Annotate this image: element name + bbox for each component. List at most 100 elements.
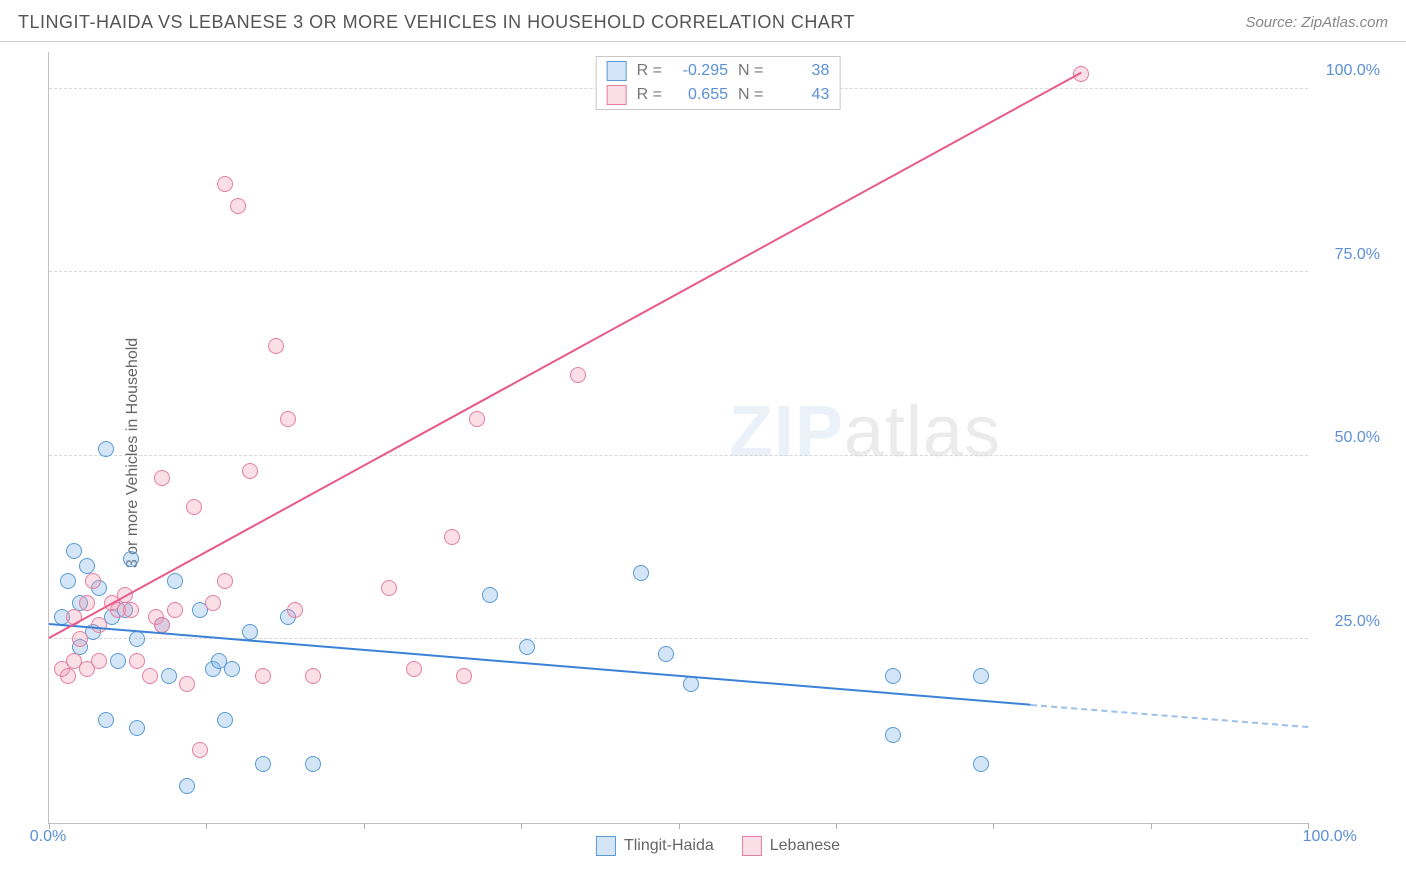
x-tick xyxy=(364,823,365,829)
scatter-point xyxy=(186,499,202,515)
watermark-suffix: atlas xyxy=(844,392,1001,472)
scatter-point xyxy=(98,712,114,728)
scatter-point xyxy=(154,617,170,633)
scatter-point xyxy=(973,668,989,684)
scatter-point xyxy=(217,176,233,192)
chart-header: TLINGIT-HAIDA VS LEBANESE 3 OR MORE VEHI… xyxy=(0,0,1406,42)
x-tick xyxy=(993,823,994,829)
scatter-point xyxy=(469,411,485,427)
scatter-point xyxy=(91,653,107,669)
scatter-point xyxy=(167,573,183,589)
watermark: ZIPatlas xyxy=(729,391,1001,473)
scatter-point xyxy=(129,720,145,736)
scatter-point xyxy=(154,470,170,486)
scatter-point xyxy=(280,411,296,427)
stat-r-series-1: 0.655 xyxy=(672,86,728,104)
y-tick-label: 100.0% xyxy=(1326,62,1380,80)
scatter-point xyxy=(305,756,321,772)
stat-r-series-0: -0.295 xyxy=(672,62,728,80)
scatter-point xyxy=(79,595,95,611)
stat-label-n: N = xyxy=(738,62,763,80)
legend: Tlingit-Haida Lebanese xyxy=(596,836,840,856)
scatter-point xyxy=(230,198,246,214)
scatter-point xyxy=(242,463,258,479)
x-axis-end-label: 100.0% xyxy=(1303,828,1357,846)
swatch-series-1 xyxy=(607,85,627,105)
trend-line xyxy=(49,623,1031,706)
stat-n-series-1: 43 xyxy=(773,86,829,104)
scatter-point xyxy=(161,668,177,684)
scatter-point xyxy=(658,646,674,662)
correlation-stats-box: R = -0.295 N = 38 R = 0.655 N = 43 xyxy=(596,56,841,110)
scatter-point xyxy=(268,338,284,354)
scatter-point xyxy=(66,543,82,559)
stat-label-r: R = xyxy=(637,86,662,104)
scatter-point xyxy=(456,668,472,684)
scatter-point xyxy=(444,529,460,545)
chart-title: TLINGIT-HAIDA VS LEBANESE 3 OR MORE VEHI… xyxy=(18,12,855,33)
stat-label-n: N = xyxy=(738,86,763,104)
scatter-point xyxy=(60,668,76,684)
y-tick-label: 50.0% xyxy=(1335,429,1380,447)
scatter-point xyxy=(519,639,535,655)
legend-item-0: Tlingit-Haida xyxy=(596,836,714,856)
plot-area: ZIPatlas xyxy=(48,52,1308,824)
swatch-series-0 xyxy=(607,61,627,81)
scatter-point xyxy=(123,602,139,618)
scatter-point xyxy=(217,573,233,589)
scatter-point xyxy=(167,602,183,618)
scatter-point xyxy=(192,742,208,758)
x-tick xyxy=(836,823,837,829)
watermark-prefix: ZIP xyxy=(729,392,844,472)
scatter-point xyxy=(885,668,901,684)
legend-label-0: Tlingit-Haida xyxy=(624,837,714,855)
scatter-point xyxy=(72,631,88,647)
scatter-point xyxy=(633,565,649,581)
scatter-point xyxy=(129,631,145,647)
scatter-point xyxy=(179,778,195,794)
scatter-point xyxy=(85,573,101,589)
gridline-horizontal xyxy=(49,455,1308,456)
scatter-point xyxy=(242,624,258,640)
scatter-point xyxy=(406,661,422,677)
scatter-point xyxy=(255,668,271,684)
scatter-point xyxy=(129,653,145,669)
scatter-point xyxy=(179,676,195,692)
scatter-point xyxy=(60,573,76,589)
legend-swatch-1 xyxy=(742,836,762,856)
gridline-horizontal xyxy=(49,271,1308,272)
scatter-point xyxy=(482,587,498,603)
stats-row-series-1: R = 0.655 N = 43 xyxy=(599,83,838,107)
scatter-point xyxy=(110,653,126,669)
scatter-point xyxy=(142,668,158,684)
chart-container: 3 or more Vehicles in Household ZIPatlas… xyxy=(48,52,1388,854)
scatter-point xyxy=(255,756,271,772)
scatter-point xyxy=(217,712,233,728)
scatter-point xyxy=(885,727,901,743)
legend-swatch-0 xyxy=(596,836,616,856)
x-tick xyxy=(206,823,207,829)
scatter-point xyxy=(973,756,989,772)
trend-line-extension xyxy=(1031,704,1308,728)
x-tick xyxy=(1151,823,1152,829)
scatter-point xyxy=(381,580,397,596)
legend-label-1: Lebanese xyxy=(770,837,840,855)
scatter-point xyxy=(570,367,586,383)
scatter-point xyxy=(305,668,321,684)
scatter-point xyxy=(79,558,95,574)
y-tick-label: 25.0% xyxy=(1335,613,1380,631)
stats-row-series-0: R = -0.295 N = 38 xyxy=(599,59,838,83)
source-attribution: Source: ZipAtlas.com xyxy=(1245,14,1388,31)
scatter-point xyxy=(98,441,114,457)
x-tick xyxy=(521,823,522,829)
stat-label-r: R = xyxy=(637,62,662,80)
scatter-point xyxy=(287,602,303,618)
scatter-point xyxy=(91,617,107,633)
trend-line xyxy=(49,72,1082,639)
scatter-point xyxy=(205,595,221,611)
x-tick xyxy=(679,823,680,829)
legend-item-1: Lebanese xyxy=(742,836,840,856)
y-tick-label: 75.0% xyxy=(1335,246,1380,264)
x-axis-start-label: 0.0% xyxy=(30,828,66,846)
scatter-point xyxy=(123,551,139,567)
